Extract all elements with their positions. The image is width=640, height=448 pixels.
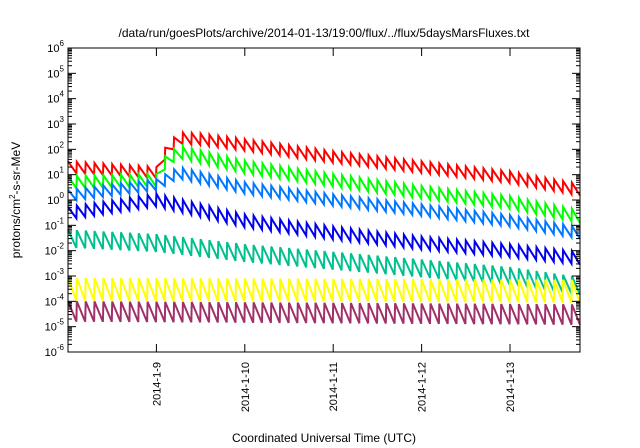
x-axis-label: Coordinated Universal Time (UTC) — [232, 431, 416, 445]
x-tick-label: 2014-1-10 — [240, 362, 252, 412]
y-tick-label: 101 — [47, 166, 64, 182]
y-axis-label: protons/cm2-s-sr-MeV — [8, 142, 23, 258]
series-line — [67, 229, 581, 296]
x-tick-label: 2014-1-13 — [505, 362, 517, 412]
y-tick-label: 104 — [47, 90, 64, 106]
x-tick-label: 2014-1-9 — [151, 362, 163, 406]
x-tick-label: 2014-1-12 — [417, 362, 429, 412]
y-tick-label: 10-1 — [45, 216, 65, 232]
y-axis-ticks: 10-6 10-5 10-4 10-3 10-2 10-1 100 101 102 103 104 1… — [45, 39, 580, 359]
y-tick-label: 10-6 — [45, 343, 65, 359]
y-tick-label: 10-5 — [45, 318, 65, 334]
y-tick-label: 105 — [47, 64, 64, 80]
y-tick-label: 10-2 — [45, 242, 65, 258]
y-tick-label: 103 — [47, 115, 64, 131]
x-axis-ticks: 2014-1-9 2014-1-10 2014-1-11 2014-1-12 2014-… — [151, 48, 517, 412]
y-tick-label: 10-4 — [45, 292, 65, 308]
x-tick-label: 2014-1-11 — [328, 362, 340, 411]
y-tick-label: 10-3 — [45, 267, 65, 283]
y-tick-label: 102 — [47, 140, 64, 156]
y-tick-label: 100 — [47, 191, 64, 207]
series-line — [67, 190, 581, 268]
series-line — [67, 164, 581, 241]
chart-title: /data/run/goesPlots/archive/2014-01-13/1… — [119, 26, 531, 40]
series-line — [67, 277, 581, 304]
series-layer — [67, 129, 581, 326]
series-line — [67, 300, 581, 326]
y-tick-label: 106 — [47, 39, 64, 55]
